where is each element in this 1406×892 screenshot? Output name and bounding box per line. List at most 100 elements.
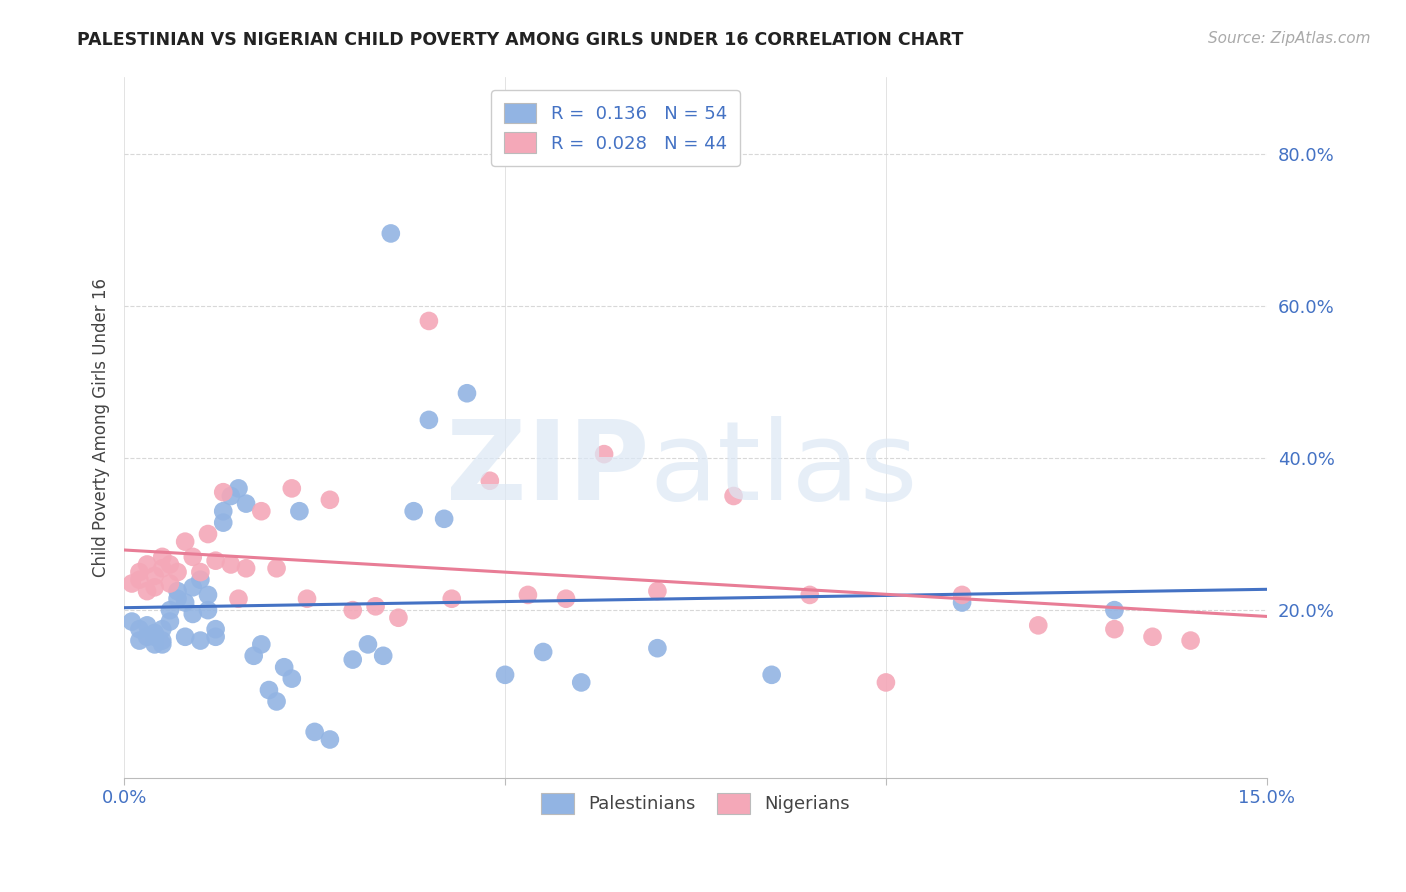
Point xyxy=(190,565,212,579)
Point xyxy=(136,558,159,572)
Point xyxy=(380,227,402,241)
Point xyxy=(281,672,304,686)
Point xyxy=(950,588,973,602)
Point xyxy=(478,474,501,488)
Point xyxy=(150,561,173,575)
Point xyxy=(569,675,592,690)
Point xyxy=(128,633,150,648)
Legend: Palestinians, Nigerians: Palestinians, Nigerians xyxy=(530,782,860,824)
Point xyxy=(342,652,364,666)
Point xyxy=(761,668,783,682)
Point xyxy=(197,527,219,541)
Point xyxy=(235,561,257,575)
Point xyxy=(281,482,304,496)
Point xyxy=(950,595,973,609)
Point xyxy=(181,580,204,594)
Point xyxy=(212,516,235,530)
Point xyxy=(250,637,273,651)
Point xyxy=(418,413,440,427)
Point xyxy=(212,485,235,500)
Point xyxy=(273,660,295,674)
Point xyxy=(295,591,318,606)
Point xyxy=(219,558,242,572)
Point xyxy=(204,622,226,636)
Point xyxy=(166,584,188,599)
Point xyxy=(121,576,143,591)
Point xyxy=(319,732,342,747)
Point xyxy=(219,489,242,503)
Point xyxy=(228,591,250,606)
Point xyxy=(593,447,616,461)
Point xyxy=(166,591,188,606)
Point xyxy=(387,611,409,625)
Point xyxy=(433,512,456,526)
Point xyxy=(143,630,166,644)
Point xyxy=(204,554,226,568)
Point xyxy=(136,630,159,644)
Point xyxy=(150,633,173,648)
Point xyxy=(288,504,311,518)
Point xyxy=(128,622,150,636)
Point xyxy=(257,683,280,698)
Point xyxy=(197,603,219,617)
Point xyxy=(799,588,821,602)
Point xyxy=(531,645,554,659)
Point xyxy=(440,591,463,606)
Text: PALESTINIAN VS NIGERIAN CHILD POVERTY AMONG GIRLS UNDER 16 CORRELATION CHART: PALESTINIAN VS NIGERIAN CHILD POVERTY AM… xyxy=(77,31,963,49)
Point xyxy=(159,603,181,617)
Point xyxy=(150,549,173,564)
Point xyxy=(723,489,745,503)
Point xyxy=(143,626,166,640)
Point xyxy=(516,588,538,602)
Point xyxy=(235,497,257,511)
Point xyxy=(647,584,669,599)
Text: Source: ZipAtlas.com: Source: ZipAtlas.com xyxy=(1208,31,1371,46)
Point xyxy=(128,565,150,579)
Point xyxy=(875,675,897,690)
Point xyxy=(143,637,166,651)
Point xyxy=(250,504,273,518)
Point xyxy=(1026,618,1049,632)
Point xyxy=(143,569,166,583)
Point xyxy=(456,386,478,401)
Point xyxy=(181,607,204,621)
Point xyxy=(159,558,181,572)
Point xyxy=(342,603,364,617)
Point xyxy=(121,615,143,629)
Point xyxy=(373,648,395,663)
Point xyxy=(136,618,159,632)
Point xyxy=(159,576,181,591)
Text: atlas: atlas xyxy=(650,416,918,523)
Point xyxy=(242,648,264,663)
Point xyxy=(494,668,516,682)
Point xyxy=(197,588,219,602)
Point xyxy=(143,580,166,594)
Point xyxy=(181,549,204,564)
Point xyxy=(190,633,212,648)
Point xyxy=(1142,630,1164,644)
Point xyxy=(204,630,226,644)
Point xyxy=(174,595,197,609)
Point xyxy=(319,492,342,507)
Point xyxy=(555,591,578,606)
Point xyxy=(266,694,288,708)
Point xyxy=(212,504,235,518)
Point xyxy=(174,534,197,549)
Point xyxy=(304,725,326,739)
Point xyxy=(357,637,380,651)
Point xyxy=(128,573,150,587)
Y-axis label: Child Poverty Among Girls Under 16: Child Poverty Among Girls Under 16 xyxy=(93,278,110,577)
Point xyxy=(159,615,181,629)
Point xyxy=(647,641,669,656)
Point xyxy=(190,573,212,587)
Point xyxy=(228,482,250,496)
Point xyxy=(150,637,173,651)
Point xyxy=(402,504,425,518)
Point xyxy=(1104,622,1126,636)
Point xyxy=(174,630,197,644)
Point xyxy=(1104,603,1126,617)
Point xyxy=(418,314,440,328)
Point xyxy=(364,599,387,614)
Point xyxy=(150,622,173,636)
Point xyxy=(136,584,159,599)
